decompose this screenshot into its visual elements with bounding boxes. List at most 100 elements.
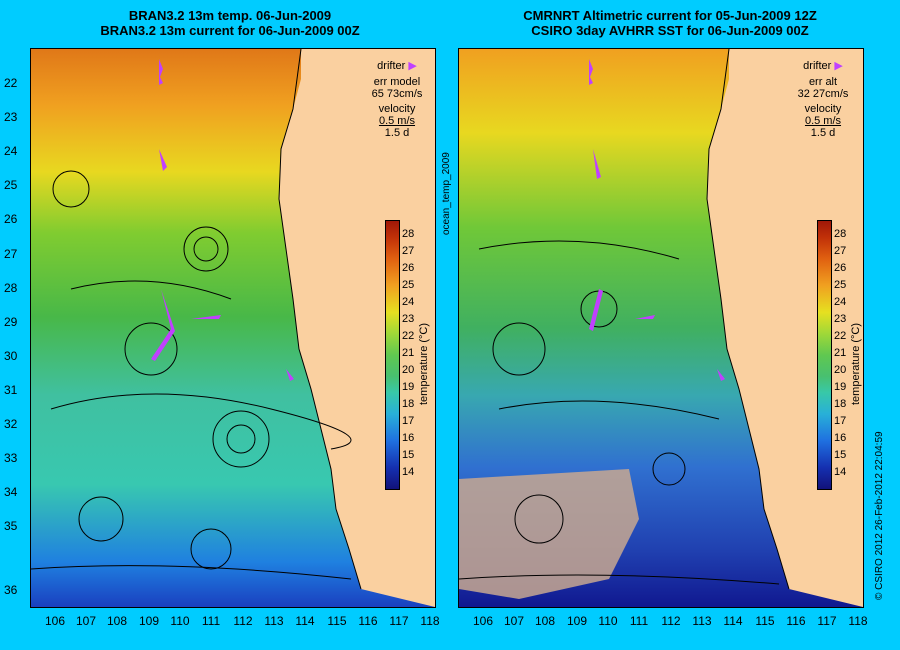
dataset-side-label: ocean_temp_2009 [441, 152, 452, 235]
colorbar-tick: 23 [834, 313, 847, 325]
lat-label: 27 [4, 247, 18, 261]
left-drifter-tracks [151, 59, 294, 381]
colorbar-tick: 17 [834, 415, 847, 427]
lon-label: 116 [786, 614, 806, 628]
drifter-label: drifter ▶ [377, 60, 417, 72]
lon-label: 108 [106, 614, 128, 628]
colorbar-tick: 16 [402, 432, 415, 444]
left-current-vectors [31, 170, 352, 580]
colorbar-tick: 22 [834, 330, 847, 342]
right-drifter-tracks [589, 59, 725, 381]
colorbar-gradient [817, 220, 832, 490]
copyright-label: © CSIRO 2012 26-Feb-2012 22:04:59 [874, 431, 885, 600]
left-title-line1: BRAN3.2 13m temp. 06-Jun-2009 [128, 8, 332, 23]
lon-label: 118 [420, 614, 440, 628]
colorbar-tick: 18 [402, 398, 415, 410]
lat-label: 24 [4, 144, 18, 158]
lon-label: 115 [327, 614, 347, 628]
colorbar-tick: 26 [834, 262, 847, 274]
lon-label: 113 [692, 614, 712, 628]
lat-label: 30 [4, 349, 18, 363]
lat-label: 32 [4, 417, 18, 431]
colorbar-tick: 28 [834, 228, 847, 240]
lon-label: 107 [75, 614, 97, 628]
left-legend: drifter ▶ err model 65 73cm/s velocity 0… [362, 60, 432, 139]
colorbar-unit-label: temperature (°C) [418, 322, 430, 405]
right-title-line1: CMRNRT Altimetric current for 05-Jun-200… [523, 8, 817, 23]
colorbar-tick: 21 [834, 347, 847, 359]
lat-label: 26 [4, 212, 18, 226]
lon-label: 112 [233, 614, 253, 628]
lat-label: 36 [4, 583, 18, 597]
lon-label: 114 [723, 614, 743, 628]
colorbar-unit-label: temperature (°C) [850, 322, 862, 405]
err-model-label: err model [373, 76, 421, 88]
right-current-vectors [459, 240, 780, 585]
lon-label: 111 [629, 614, 649, 628]
left-title-line2: BRAN3.2 13m current for 06-Jun-2009 00Z [100, 23, 360, 38]
colorbar-tick: 24 [402, 296, 415, 308]
colorbar-tick: 27 [834, 245, 847, 257]
colorbar-tick: 21 [402, 347, 415, 359]
colorbar-tick: 24 [834, 296, 847, 308]
lon-label: 114 [295, 614, 315, 628]
lon-label: 112 [661, 614, 681, 628]
left-map-title: BRAN3.2 13m temp. 06-Jun-2009 BRAN3.2 13… [60, 8, 400, 38]
lon-label: 107 [503, 614, 525, 628]
velocity-days: 1.5 d [384, 127, 410, 139]
lon-label: 111 [201, 614, 221, 628]
colorbar-tick: 25 [402, 279, 415, 291]
lon-label: 106 [44, 614, 66, 628]
colorbar-tick: 23 [402, 313, 415, 325]
lat-label: 25 [4, 178, 18, 192]
colorbar-tick: 16 [834, 432, 847, 444]
lon-label: 118 [848, 614, 868, 628]
velocity-days: 1.5 d [810, 127, 836, 139]
velocity-label: velocity [378, 103, 416, 115]
lat-label: 35 [4, 519, 18, 533]
lon-label: 115 [755, 614, 775, 628]
colorbar-tick: 15 [834, 449, 847, 461]
lon-label: 108 [534, 614, 556, 628]
right-map-panel [458, 48, 864, 608]
lon-label: 110 [170, 614, 190, 628]
lon-label: 109 [566, 614, 588, 628]
colorbar-tick: 14 [834, 466, 847, 478]
colorbar-tick: 19 [834, 381, 847, 393]
right-map-title: CMRNRT Altimetric current for 05-Jun-200… [470, 8, 870, 38]
lat-label: 33 [4, 451, 18, 465]
err-alt-value: 32 27cm/s [797, 88, 849, 100]
colorbar-gradient [385, 220, 400, 490]
colorbar-tick: 15 [402, 449, 415, 461]
colorbar-tick: 28 [402, 228, 415, 240]
right-legend: drifter ▶ err alt 32 27cm/s velocity 0.5… [788, 60, 858, 139]
err-alt-label: err alt [808, 76, 838, 88]
colorbar-tick: 20 [402, 364, 415, 376]
colorbar-tick: 26 [402, 262, 415, 274]
lat-label: 31 [4, 383, 18, 397]
lat-label: 22 [4, 76, 18, 90]
drifter-label: drifter ▶ [803, 60, 843, 72]
lat-label: 23 [4, 110, 18, 124]
lat-label: 29 [4, 315, 18, 329]
right-title-line2: CSIRO 3day AVHRR SST for 06-Jun-2009 00Z [531, 23, 809, 38]
lon-label: 110 [598, 614, 618, 628]
right-map-canvas [459, 49, 863, 607]
lon-label: 117 [817, 614, 837, 628]
colorbar-tick: 18 [834, 398, 847, 410]
lat-label: 28 [4, 281, 18, 295]
lat-label: 34 [4, 485, 18, 499]
lon-label: 117 [389, 614, 409, 628]
velocity-scale: 0.5 m/s [804, 115, 842, 127]
lon-label: 109 [138, 614, 160, 628]
velocity-scale: 0.5 m/s [378, 115, 416, 127]
err-model-value: 65 73cm/s [371, 88, 423, 100]
velocity-label: velocity [804, 103, 842, 115]
colorbar-tick: 27 [402, 245, 415, 257]
colorbar-tick: 22 [402, 330, 415, 342]
colorbar-tick: 17 [402, 415, 415, 427]
colorbar-tick: 19 [402, 381, 415, 393]
lon-label: 113 [264, 614, 284, 628]
colorbar-tick: 20 [834, 364, 847, 376]
colorbar-tick: 25 [834, 279, 847, 291]
